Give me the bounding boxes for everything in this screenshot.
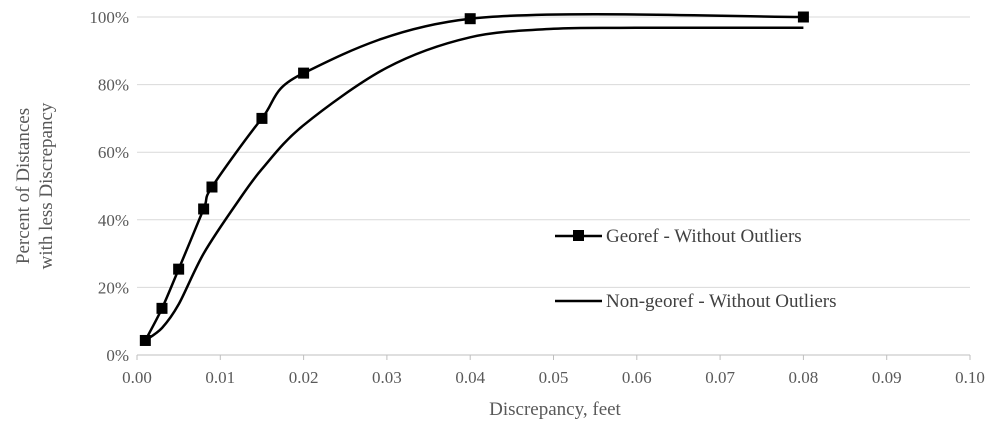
- y-tick-label: 20%: [98, 278, 129, 297]
- data-point-marker: [256, 112, 268, 124]
- data-point-marker: [797, 11, 809, 23]
- data-point-marker: [464, 13, 476, 25]
- y-tick-label: 0%: [106, 346, 129, 365]
- data-point-marker: [156, 302, 168, 314]
- axis-titles: Discrepancy, feet Percent of Distances w…: [13, 102, 622, 420]
- y-axis-title-line-2: with less Discrepancy: [36, 102, 57, 269]
- y-axis-title-line-1: Percent of Distances: [13, 108, 34, 264]
- series-line-1: [144, 13, 804, 342]
- data-point-marker: [298, 67, 310, 79]
- y-tick-label: 100%: [89, 8, 129, 27]
- x-tick-label: 0.01: [205, 368, 235, 387]
- series-line-2: [144, 26, 804, 342]
- legend-label-georef: Georef - Without Outliers: [606, 226, 802, 247]
- x-tick-label: 0.06: [622, 368, 652, 387]
- y-tick-label: 40%: [98, 211, 129, 230]
- legend-marker-georef: [573, 230, 584, 241]
- x-tick-label: 0.10: [955, 368, 985, 387]
- gridlines: [137, 16, 970, 288]
- x-tick-label: 0.07: [705, 368, 735, 387]
- x-tick-label: 0.09: [872, 368, 902, 387]
- data-point-marker: [198, 203, 210, 215]
- legend-label-non-georef: Non-georef - Without Outliers: [606, 291, 837, 312]
- y-tick-label: 60%: [98, 143, 129, 162]
- x-tick-label: 0.02: [289, 368, 319, 387]
- x-axis-title: Discrepancy, feet: [489, 399, 621, 420]
- data-point-marker: [206, 181, 218, 193]
- x-tick-label: 0.05: [539, 368, 569, 387]
- x-tick-label: 0.00: [122, 368, 152, 387]
- x-tick-label: 0.03: [372, 368, 402, 387]
- series-group: [139, 11, 809, 346]
- legend: Georef - Without Outliers Non-georef - W…: [555, 226, 837, 312]
- x-tick-label: 0.08: [789, 368, 819, 387]
- data-point-marker: [173, 263, 185, 275]
- y-tick-label: 80%: [98, 76, 129, 95]
- tick-labels: 0% 20% 40% 60% 80% 100% 0.00 0.01 0.02 0.03 0.04 0.…: [89, 8, 985, 387]
- x-tick-label: 0.04: [455, 368, 485, 387]
- axes: [136, 354, 971, 360]
